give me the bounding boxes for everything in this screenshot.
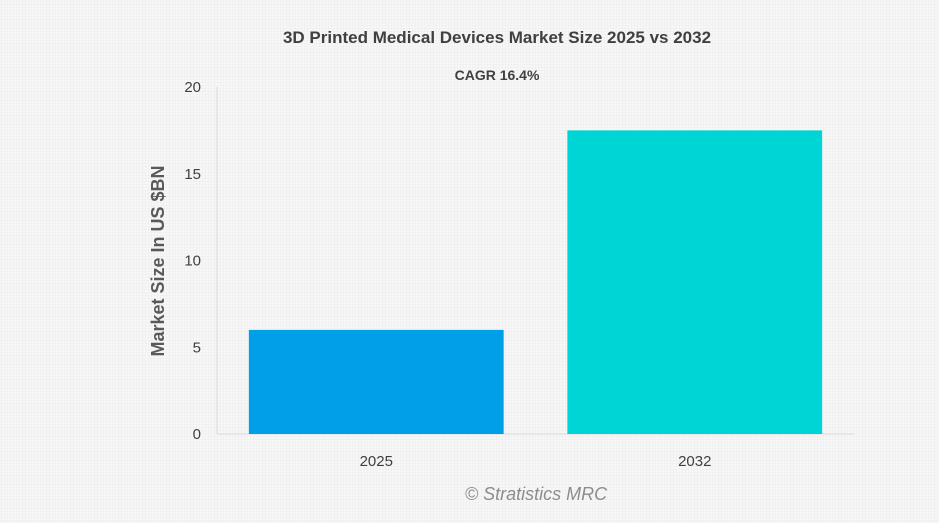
y-tick-label: 20	[184, 79, 201, 96]
watermark-text: © Stratistics MRC	[465, 484, 608, 504]
bar-2025	[248, 329, 504, 434]
y-tick-labels: 0 5 10 15 20	[184, 79, 201, 443]
y-tick-label: 15	[184, 166, 201, 183]
bars	[248, 130, 823, 434]
x-tick-labels: 2025 2032	[360, 453, 712, 470]
y-tick-label: 5	[193, 339, 201, 356]
y-tick-label: 10	[184, 253, 201, 270]
x-tick-label-2025: 2025	[360, 453, 393, 470]
x-tick-label-2032: 2032	[678, 453, 711, 470]
bar-2032	[567, 130, 823, 434]
y-axis-label: Market Size In US $BN	[148, 165, 168, 356]
chart-subtitle: CAGR 16.4%	[455, 67, 540, 83]
chart-title: 3D Printed Medical Devices Market Size 2…	[283, 28, 711, 47]
y-tick-label: 0	[193, 426, 201, 443]
